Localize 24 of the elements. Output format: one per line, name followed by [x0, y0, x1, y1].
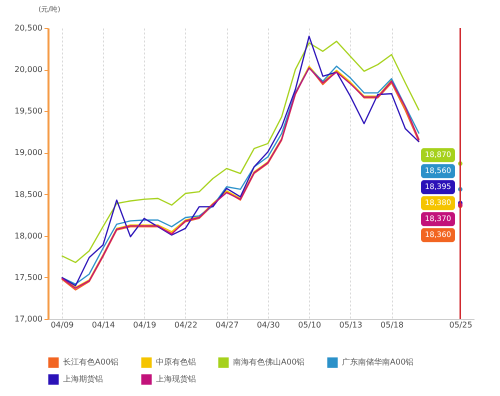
legend-label: 长江有色A00铝	[63, 358, 119, 367]
x-tick-label: 04/09	[50, 320, 74, 330]
x-tick-label: 05/10	[298, 320, 322, 330]
x-tick-label: 04/22	[174, 320, 198, 330]
y-tick-label: 20,500	[14, 24, 42, 32]
legend-label: 南海有色佛山A00铝	[233, 358, 305, 367]
x-tick-label: 04/27	[216, 320, 239, 330]
y-tick-label: 17,500	[14, 272, 42, 282]
x-tick-label: 05/13	[339, 320, 362, 330]
y-tick-label: 20,000	[14, 65, 42, 74]
y-tick-label: 19,000	[14, 148, 42, 158]
y-tick-label: 17,000	[14, 314, 42, 324]
y-tick-label: 18,500	[14, 190, 42, 199]
x-tick-label: 04/14	[92, 320, 115, 330]
legend-label: 上海现货铝	[156, 374, 196, 384]
legend-label: 中原有色铝	[156, 358, 196, 367]
y-tick-label: 18,000	[14, 231, 42, 240]
legend-label: 上海期货铝	[63, 374, 103, 384]
x-tick-label: 04/30	[256, 320, 280, 330]
x-tick-label: 05/25	[449, 320, 472, 330]
legend-label: 广东南储华南A00铝	[342, 358, 414, 367]
y-tick-label: 19,500	[14, 106, 42, 116]
x-tick-label: 04/19	[133, 320, 156, 330]
x-tick-label: 05/18	[380, 320, 404, 330]
